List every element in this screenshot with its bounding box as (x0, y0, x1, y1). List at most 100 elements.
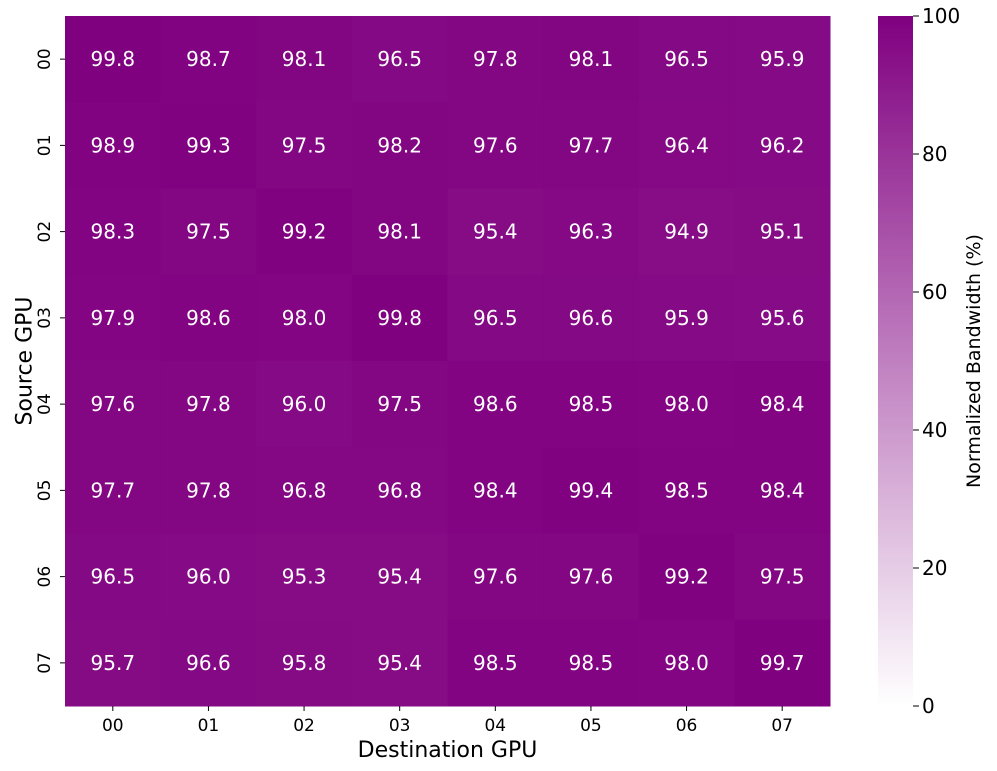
cell-value-label: 98.6 (186, 306, 231, 330)
heatmap-cell (351, 102, 448, 189)
heatmap-cell (543, 16, 640, 103)
heatmap-cell (543, 447, 640, 534)
cell-value-label: 95.3 (282, 565, 327, 589)
heatmap-cell (447, 274, 544, 362)
y-tick-label: 00 (35, 48, 55, 70)
cell-value-label: 98.5 (664, 478, 709, 502)
heatmap-cell (65, 447, 162, 534)
cell-value-label: 98.4 (760, 478, 805, 502)
heatmap-cell (447, 533, 544, 621)
x-tick-label: 03 (389, 716, 411, 736)
cell-value-label: 98.4 (473, 478, 518, 502)
cell-value-label: 98.0 (664, 392, 709, 416)
colorbar-tick-label: 40 (922, 418, 947, 442)
x-tick-label: 00 (102, 716, 124, 736)
heatmap-cell (734, 361, 831, 448)
cell-value-label: 99.2 (282, 220, 327, 244)
cell-value-label: 95.6 (760, 306, 805, 330)
heatmap-cell (256, 361, 353, 448)
heatmap-cell (638, 619, 735, 707)
heatmap-cell (543, 188, 640, 276)
cell-value-label: 99.8 (377, 306, 422, 330)
cell-value-label: 96.0 (282, 392, 327, 416)
heatmap-cell (734, 533, 831, 621)
cell-value-label: 99.2 (664, 565, 709, 589)
x-axis-title: Destination GPU (358, 738, 538, 763)
heatmap-cells (65, 16, 831, 707)
cell-value-label: 99.8 (91, 47, 136, 71)
colorbar-tick-label: 100 (922, 4, 960, 28)
cell-value-label: 96.5 (473, 306, 518, 330)
cell-value-label: 99.7 (760, 651, 805, 675)
cell-value-label: 97.6 (91, 392, 136, 416)
cell-value-label: 95.4 (473, 220, 518, 244)
heatmap-cell (65, 102, 162, 189)
heatmap-value-labels: 99.8 98.7 98.1 96.5 97.8 98.1 96.5 95.9 98.9 99.3… (91, 47, 805, 675)
cell-value-label: 97.6 (473, 133, 518, 157)
cell-value-label: 99.4 (569, 478, 614, 502)
cell-value-label: 96.8 (282, 478, 327, 502)
heatmap-cell (351, 361, 448, 448)
heatmap-cell (734, 16, 831, 103)
cell-value-label: 95.7 (91, 651, 136, 675)
y-axis-ticks: 00 01 02 03 04 05 06 07 (35, 48, 65, 674)
cell-value-label: 98.4 (760, 392, 805, 416)
heatmap-cell (351, 16, 448, 103)
cell-value-label: 98.3 (91, 220, 136, 244)
cell-value-label: 97.5 (282, 133, 327, 157)
heatmap-cell (734, 447, 831, 534)
heatmap-cell (638, 447, 735, 534)
cell-value-label: 96.5 (664, 47, 709, 71)
y-tick-label: 01 (35, 135, 55, 157)
heatmap-cell (447, 188, 544, 276)
heatmap-cell (543, 533, 640, 621)
colorbar-tick-label: 20 (922, 556, 947, 580)
y-tick-label: 04 (35, 393, 55, 415)
heatmap-cell (160, 274, 257, 362)
cell-value-label: 98.1 (282, 47, 327, 71)
heatmap-cell (351, 188, 448, 276)
heatmap-cell (160, 361, 257, 448)
heatmap-cell (734, 619, 831, 707)
cell-value-label: 97.7 (569, 133, 614, 157)
colorbar-ticks: 0 20 40 60 80 100 (913, 4, 960, 718)
heatmap-cell (351, 274, 448, 362)
cell-value-label: 98.5 (569, 392, 614, 416)
cell-value-label: 96.0 (186, 565, 231, 589)
heatmap-cell (65, 274, 162, 362)
heatmap-cell (65, 188, 162, 276)
cell-value-label: 98.0 (282, 306, 327, 330)
heatmap-cell (256, 188, 353, 276)
cell-value-label: 97.5 (760, 565, 805, 589)
heatmap-cell (447, 361, 544, 448)
heatmap-cell (160, 102, 257, 189)
cell-value-label: 97.8 (186, 478, 231, 502)
heatmap-cell (447, 619, 544, 707)
x-tick-label: 04 (484, 716, 506, 736)
cell-value-label: 96.6 (186, 651, 231, 675)
cell-value-label: 97.8 (473, 47, 518, 71)
heatmap-cell (256, 16, 353, 103)
heatmap-cell (256, 447, 353, 534)
y-tick-label: 03 (35, 307, 55, 329)
colorbar (878, 16, 913, 706)
cell-value-label: 97.5 (377, 392, 422, 416)
heatmap-cell (638, 533, 735, 621)
cell-value-label: 97.7 (91, 478, 136, 502)
heatmap-cell (160, 619, 257, 707)
cell-value-label: 98.5 (569, 651, 614, 675)
heatmap-cell (543, 619, 640, 707)
x-axis-ticks: 00 01 02 03 04 05 06 07 (102, 706, 793, 736)
cell-value-label: 94.9 (664, 220, 709, 244)
heatmap-cell (638, 274, 735, 362)
cell-value-label: 97.8 (186, 392, 231, 416)
y-tick-label: 02 (35, 221, 55, 243)
heatmap-cell (256, 533, 353, 621)
heatmap-cell (734, 274, 831, 362)
x-tick-label: 05 (580, 716, 602, 736)
heatmap-cell (638, 102, 735, 189)
heatmap-cell (160, 188, 257, 276)
y-tick-label: 07 (35, 652, 55, 674)
heatmap-cell (65, 16, 162, 103)
heatmap-cell (351, 619, 448, 707)
